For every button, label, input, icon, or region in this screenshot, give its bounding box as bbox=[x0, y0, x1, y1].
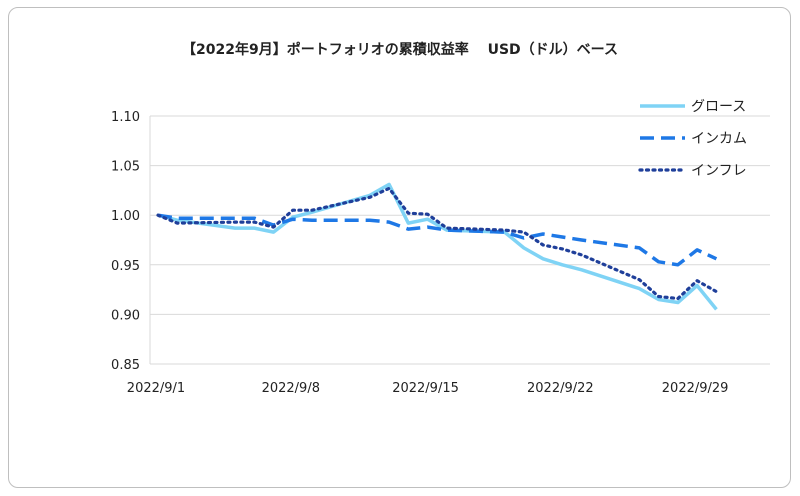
x-tick-label: 2022/9/8 bbox=[262, 381, 320, 396]
x-tick-label: 2022/9/22 bbox=[527, 381, 594, 396]
chart-frame bbox=[8, 7, 791, 488]
y-tick-label: 1.05 bbox=[111, 160, 140, 175]
legend-label-1: グロース bbox=[691, 99, 746, 115]
y-tick-label: 1.00 bbox=[111, 209, 140, 224]
x-tick-label: 2022/9/29 bbox=[662, 381, 729, 396]
x-axis: 2022/9/1 2022/9/8 2022/9/15 2022/9/22 2022/9… bbox=[127, 381, 729, 396]
x-tick-label: 2022/9/15 bbox=[392, 381, 459, 396]
y-tick-label: 0.85 bbox=[111, 358, 140, 373]
y-tick-label: 0.90 bbox=[111, 308, 140, 323]
series-line-1 bbox=[157, 182, 718, 311]
series-group bbox=[156, 182, 719, 311]
legend-label-3: インフレ bbox=[691, 163, 747, 179]
y-axis: 1.10 1.05 1.00 0.95 0.90 0.85 bbox=[111, 110, 140, 373]
grid-lines bbox=[149, 115, 770, 365]
x-tick-label: 2022/9/1 bbox=[127, 381, 185, 396]
y-tick-label: 0.95 bbox=[111, 259, 140, 274]
series-line-3 bbox=[156, 186, 719, 301]
legend-label-2: インカム bbox=[691, 131, 747, 147]
chart-title: 【2022年9月】ポートフォリオの累積収益率 USD（ドル）ベース bbox=[182, 41, 618, 58]
y-tick-label: 1.10 bbox=[111, 110, 140, 125]
series-line-2 bbox=[157, 213, 718, 267]
